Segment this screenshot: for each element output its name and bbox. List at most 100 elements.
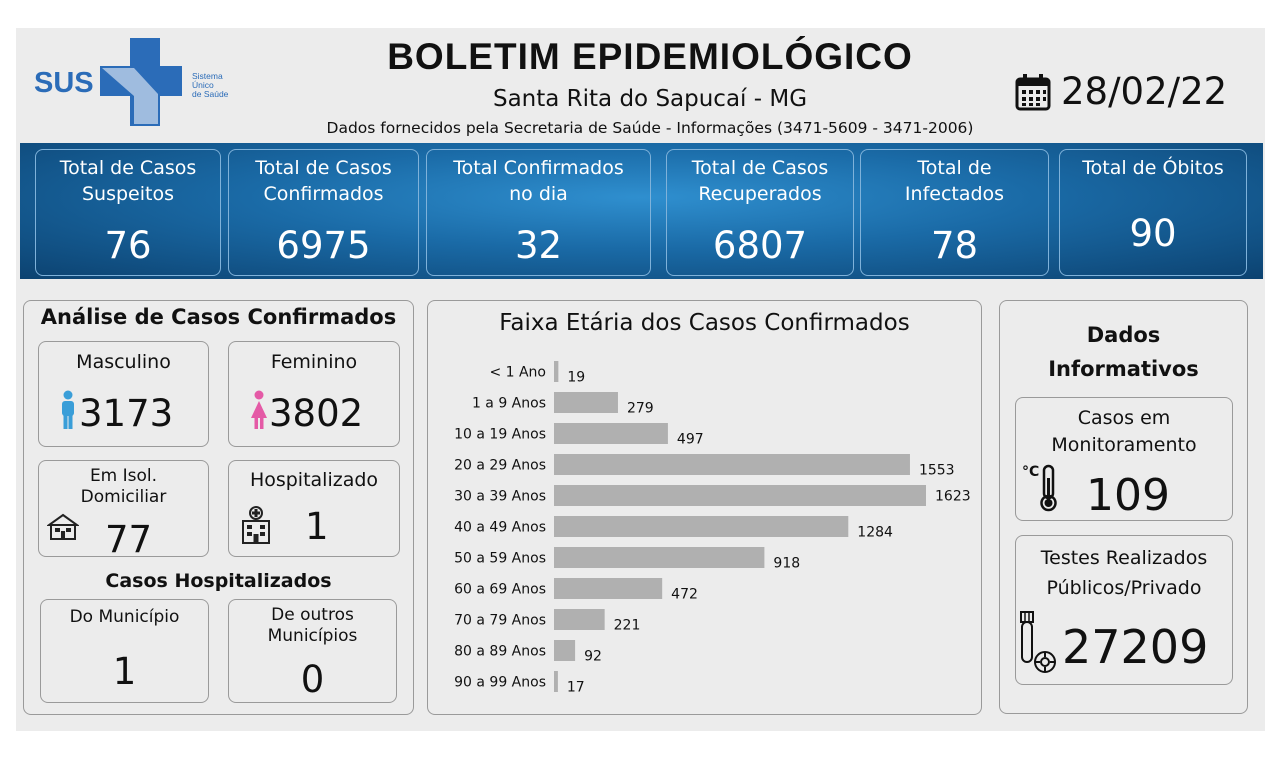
stat-label: Total de Casos Confirmados [255,157,392,205]
isolation-label: Em Isol. Domiciliar [80,466,167,507]
age-bar [554,671,558,692]
female-label: Feminino [270,351,358,373]
age-category-label: 60 a 69 Anos [454,582,546,598]
hospital-icon [242,506,270,544]
age-bar-value-label: 472 [671,587,698,603]
age-bar [554,516,849,537]
stat-label: Total de Casos Suspeitos [59,157,197,205]
age-bar-value-label: 279 [627,401,654,417]
municipality-value: 1 [112,650,137,693]
stat-total-infectados: Total de Infectados 78 [860,149,1049,276]
age-bar [554,361,559,382]
isolation-card: Em Isol. Domiciliar 77 [38,460,209,561]
age-bar-value-label: 17 [567,680,585,696]
city-subtitle: Santa Rita do Sapucaí - MG [492,86,808,112]
other-municipalities-value: 0 [300,658,325,701]
data-source-note: Dados fornecidos pela Secretaria de Saúd… [326,119,974,137]
male-card: Masculino 3173 [38,341,209,447]
hospitalized-cases-title: Casos Hospitalizados [105,570,332,592]
age-bar-value-label: 1284 [857,525,893,541]
age-category-label: 80 a 89 Anos [454,644,546,660]
page-title: BOLETIM EPIDEMIOLÓGICO [387,36,913,77]
tests-value: 27209 [1062,620,1209,674]
age-bar [554,578,663,599]
stat-total-recuperados: Total de Casos Recuperados 6807 [666,149,854,276]
age-bar-value-label: 1553 [919,463,955,479]
age-bar-value-label: 221 [614,618,641,634]
age-bar-chart: < 1 Ano 19 1 a 9 Anos 279 10 a 19 Anos 497 20 … [454,361,971,696]
svg-text:de Saúde: de Saúde [192,89,229,99]
stat-total-suspeitos: Total de Casos Suspeitos 76 [35,149,221,276]
totals-banner [20,143,1263,279]
age-category-label: 10 a 19 Anos [454,427,546,443]
chart-title: Faixa Etária dos Casos Confirmados [499,310,910,336]
age-bar [554,454,910,475]
calendar-icon [1015,73,1051,110]
bulletin-date: 28/02/22 [1061,70,1228,113]
age-bar [554,609,605,630]
age-bar [554,423,668,444]
stat-value: 90 [1129,212,1177,255]
svg-text:Único: Único [192,80,214,90]
municipality-label: Do Município [69,607,180,627]
age-category-label: 90 a 99 Anos [454,675,546,691]
age-bar-value-label: 19 [567,370,585,386]
age-category-label: 20 a 29 Anos [454,458,546,474]
stat-value: 78 [930,224,979,267]
tests-card: Testes Realizados Públicos/Privado 27209 [1015,535,1233,685]
stat-total-confirmados: Total de Casos Confirmados 6975 [228,149,419,276]
other-municipalities-card: De outros Municípios 0 [228,599,397,703]
age-category-label: 70 a 79 Anos [454,613,546,629]
svg-text:°C: °C [1022,464,1039,480]
test-tube-virus-icon [1020,611,1056,673]
stat-label: Total de Infectados [904,157,1005,205]
tests-label: Testes Realizados Públicos/Privado [1040,547,1208,599]
stat-value: 6807 [712,224,808,267]
thermometer-icon: °C [1022,464,1057,512]
house-icon [47,513,79,540]
age-chart-panel [427,300,982,715]
age-bar-value-label: 1623 [935,489,971,505]
age-bar-value-label: 918 [773,556,800,572]
other-municipalities-label: De outros Municípios [267,605,358,646]
stat-confirmados-dia: Total Confirmados no dia 32 [426,149,651,276]
age-category-label: 1 a 9 Anos [472,396,546,412]
stat-value: 32 [514,224,563,267]
hospitalized-value: 1 [305,505,329,548]
female-value: 3802 [269,392,364,435]
age-bar [554,640,576,661]
male-person-icon [62,390,74,429]
male-value: 3173 [79,392,174,435]
stat-label: Total de Casos Recuperados [691,157,829,205]
sus-logo: SUS Sistema Único de Saúde [34,38,229,126]
monitoring-card: Casos em Monitoramento °C 109 [1015,397,1233,521]
municipality-card: Do Município 1 [40,599,209,703]
svg-text:Sistema: Sistema [192,71,223,81]
stat-value: 6975 [276,224,371,267]
age-bar [554,547,765,568]
age-bar [554,485,926,506]
age-bar [554,392,618,413]
monitoring-value: 109 [1086,470,1170,521]
age-category-label: 30 a 39 Anos [454,489,546,505]
info-title: Dados Informativos [1048,323,1199,381]
age-category-label: 40 a 49 Anos [454,520,546,536]
stat-value: 76 [104,224,152,267]
stat-label: Total Confirmados no dia [453,157,624,205]
age-category-label: 50 a 59 Anos [454,551,546,567]
age-bar-value-label: 92 [584,649,602,665]
stat-total-obitos: Total de Óbitos 90 [1059,149,1247,276]
hospitalized-card: Hospitalizado 1 [228,460,400,557]
female-card: Feminino 3802 [228,341,400,447]
female-person-icon [251,390,267,429]
age-bar-value-label: 497 [677,432,704,448]
male-label: Masculino [76,351,171,373]
age-category-label: < 1 Ano [489,365,546,381]
hospitalized-label: Hospitalizado [249,469,379,491]
isolation-value: 77 [105,518,153,561]
monitoring-label: Casos em Monitoramento [1051,407,1197,456]
date-block: 28/02/22 [1015,70,1227,113]
svg-text:SUS: SUS [34,67,94,99]
stat-label: Total de Óbitos [1082,157,1224,179]
confirmed-analysis-title: Análise de Casos Confirmados [40,305,397,329]
